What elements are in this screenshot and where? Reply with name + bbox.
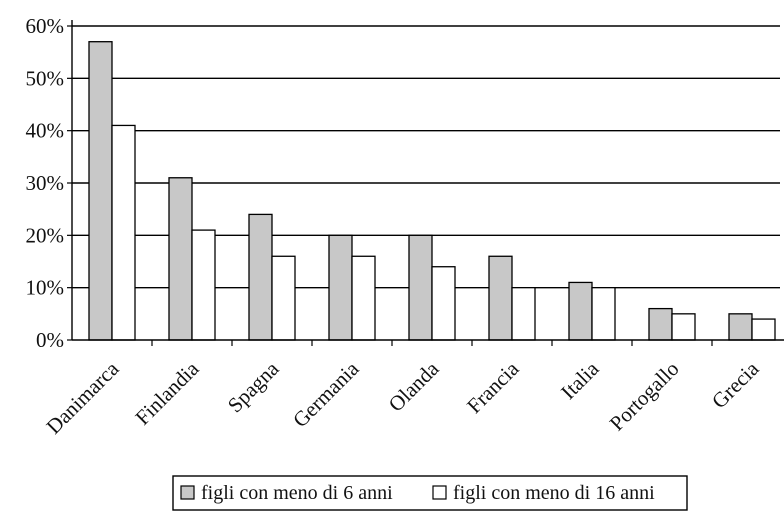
x-tick-label: Italia <box>556 356 604 404</box>
y-tick-label: 40% <box>26 119 65 143</box>
y-tick-label: 30% <box>26 171 65 195</box>
y-tick-label: 60% <box>26 14 65 38</box>
x-tick-label: Portogallo <box>605 357 684 436</box>
bar <box>111 124 136 341</box>
y-tick-label: 20% <box>26 223 65 247</box>
legend-label: figli con meno di 6 anni <box>201 482 393 504</box>
x-tick-label: Germania <box>288 356 364 432</box>
bar <box>351 255 376 341</box>
bar <box>568 281 593 341</box>
y-tick-label: 10% <box>26 276 65 300</box>
x-tick-label: Finlandia <box>130 356 204 430</box>
x-tick-label: Grecia <box>707 356 764 413</box>
bar <box>88 41 113 341</box>
axes <box>67 20 784 346</box>
x-tick-label: Spagna <box>223 356 284 417</box>
bar <box>488 255 513 341</box>
legend-swatch <box>180 485 195 500</box>
legend-swatch <box>432 485 447 500</box>
bar <box>328 234 353 341</box>
bar <box>408 234 433 341</box>
bar <box>671 313 696 341</box>
bar <box>431 266 456 341</box>
y-tick-label: 0% <box>36 328 64 352</box>
bars <box>88 41 776 341</box>
bar <box>728 313 753 341</box>
x-tick-label: Danimarca <box>41 356 124 439</box>
legend-box <box>172 475 688 511</box>
bar <box>271 255 296 341</box>
bar <box>168 177 193 341</box>
x-tick-label: Francia <box>462 356 524 418</box>
y-tick-label: 50% <box>26 66 65 90</box>
legend: figli con meno di 6 anni figli con meno d… <box>172 475 688 511</box>
bar <box>511 287 536 341</box>
y-tick-labels: 0% 10% 20% 30% 40% 50% 60% <box>26 14 65 352</box>
x-tick-labels: Danimarca Finlandia Spagna Germania Olanda Fr… <box>41 356 764 439</box>
bar <box>248 213 273 341</box>
bar <box>591 287 616 341</box>
bar <box>648 307 673 341</box>
x-tick-label: Olanda <box>384 356 444 416</box>
bar <box>751 318 776 341</box>
bar <box>191 229 216 341</box>
legend-label: figli con meno di 16 anni <box>453 482 655 504</box>
